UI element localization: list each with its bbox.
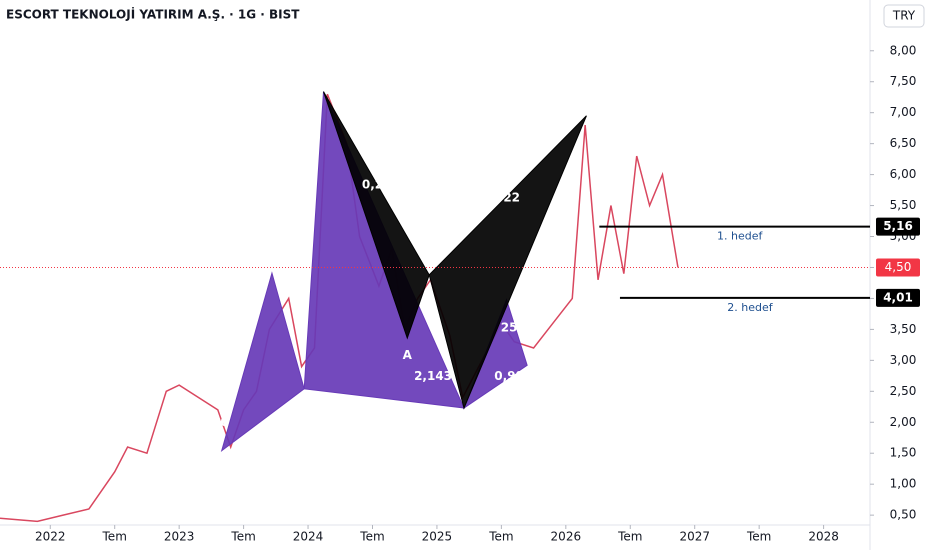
pattern-label: 0,98	[494, 369, 524, 383]
pattern-label: 2,143	[414, 369, 452, 383]
x-tick-label: 2022	[35, 530, 66, 544]
pattern-label: A	[403, 348, 413, 362]
pattern-label: 22	[503, 191, 520, 205]
y-tick-label: 5,50	[890, 198, 917, 212]
target-label: 4,01	[883, 290, 913, 304]
x-tick-label: Tem	[359, 530, 384, 544]
target-name: 1. hedef	[717, 230, 763, 243]
x-tick-label: Tem	[102, 530, 127, 544]
y-tick-label: 6,50	[890, 136, 917, 150]
currency-box[interactable]	[883, 4, 925, 28]
pattern-shape	[428, 115, 587, 410]
pattern-label: 25	[501, 321, 518, 335]
pattern-label: 0,2	[362, 178, 383, 192]
target-badge	[876, 217, 920, 236]
x-tick-label: Tem	[230, 530, 255, 544]
y-tick-label: 7,00	[890, 105, 917, 119]
y-tick-label: 3,00	[890, 353, 917, 367]
x-tick-label: 2028	[808, 530, 839, 544]
y-tick-label: 0,50	[890, 508, 917, 522]
pattern-shape	[220, 271, 305, 453]
x-tick-label: Tem	[746, 530, 771, 544]
x-tick-label: Tem	[617, 530, 642, 544]
x-tick-label: 2026	[551, 530, 582, 544]
currency[interactable]: TRY	[892, 9, 916, 23]
pattern-label: 0,6	[207, 415, 228, 429]
pattern-label: 1,069	[315, 394, 353, 408]
x-tick-label: Tem	[488, 530, 513, 544]
y-tick-label: 2,50	[890, 384, 917, 398]
y-tick-label: 3,50	[890, 322, 917, 336]
target-label: 5,16	[883, 219, 913, 233]
y-tick-label: 2,00	[890, 415, 917, 429]
x-tick-label: 2027	[679, 530, 710, 544]
last-price-badge	[876, 258, 920, 277]
pattern-shape	[323, 91, 430, 340]
target-name: 2. hedef	[727, 301, 773, 314]
y-tick-label: 7,50	[890, 74, 917, 88]
y-tick-label: 8,00	[890, 43, 917, 57]
last-price-label: 4,50	[885, 260, 912, 274]
x-tick-label: 2024	[293, 530, 324, 544]
x-tick-label: 2023	[164, 530, 195, 544]
y-tick-label: 1,50	[890, 446, 917, 460]
y-tick-label: 1,00	[890, 477, 917, 491]
x-tick-label: 2025	[422, 530, 453, 544]
chart-title: ESCORT TEKNOLOJİ YATIRIM A.Ş. · 1G · BIS…	[6, 7, 300, 22]
y-tick-label: 6,00	[890, 167, 917, 181]
target-badge	[876, 288, 920, 307]
